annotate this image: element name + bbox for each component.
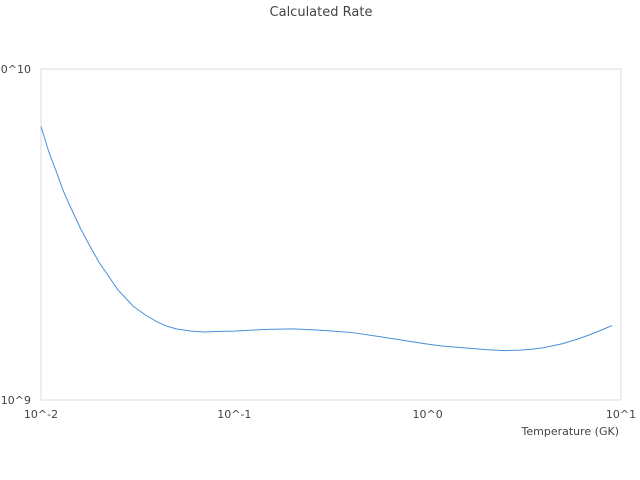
data-point (504, 350, 506, 352)
data-point (166, 325, 168, 327)
data-point (40, 126, 42, 128)
data-point (132, 305, 134, 307)
data-point (204, 331, 206, 333)
data-point (601, 329, 603, 331)
chart-title: Calculated Rate (270, 5, 373, 20)
series-line (40, 126, 613, 352)
x-tick-label: 10^-1 (217, 408, 251, 421)
data-point (310, 329, 312, 331)
data-points (40, 126, 613, 352)
data-point (268, 329, 270, 331)
x-tick-label: 10^-2 (24, 408, 58, 421)
data-point (191, 330, 193, 332)
data-point (562, 343, 564, 345)
data-point (234, 330, 236, 332)
data-point (408, 340, 410, 342)
data-point (427, 343, 429, 345)
data-point (519, 349, 521, 351)
data-point (117, 289, 119, 291)
plot-area (40, 68, 622, 401)
data-point (350, 332, 352, 334)
data-point (485, 349, 487, 351)
data-point (442, 345, 444, 347)
data-point (292, 328, 294, 330)
data-point (590, 333, 592, 335)
data-point (611, 325, 613, 327)
data-point (384, 337, 386, 339)
data-point (157, 321, 159, 323)
data-point (577, 338, 579, 340)
data-point (326, 330, 328, 332)
data-point (68, 204, 70, 206)
data-point (90, 246, 92, 248)
data-point (80, 228, 82, 230)
data-point (249, 329, 251, 331)
data-point (98, 262, 100, 264)
data-point (461, 347, 463, 349)
data-point (532, 348, 534, 350)
x-tick-label: 10^0 (413, 408, 443, 421)
y-tick-label: 10^9 (1, 394, 31, 407)
x-axis-ticks: 10^-2 10^-1 10^0 10^1 (24, 408, 636, 421)
data-point (397, 339, 399, 341)
data-point (62, 190, 64, 192)
x-axis-label: Temperature (GK) (521, 425, 620, 438)
data-point (48, 152, 50, 154)
data-point (56, 171, 58, 173)
data-point (215, 331, 217, 333)
x-tick-label: 10^1 (606, 408, 636, 421)
data-point (145, 315, 147, 317)
data-point (106, 273, 108, 275)
data-point (175, 328, 177, 330)
data-point (369, 334, 371, 336)
data-point (543, 347, 545, 349)
y-tick-label: 0^10 (1, 63, 31, 76)
y-axis-ticks: 10^9 0^10 (1, 63, 31, 407)
